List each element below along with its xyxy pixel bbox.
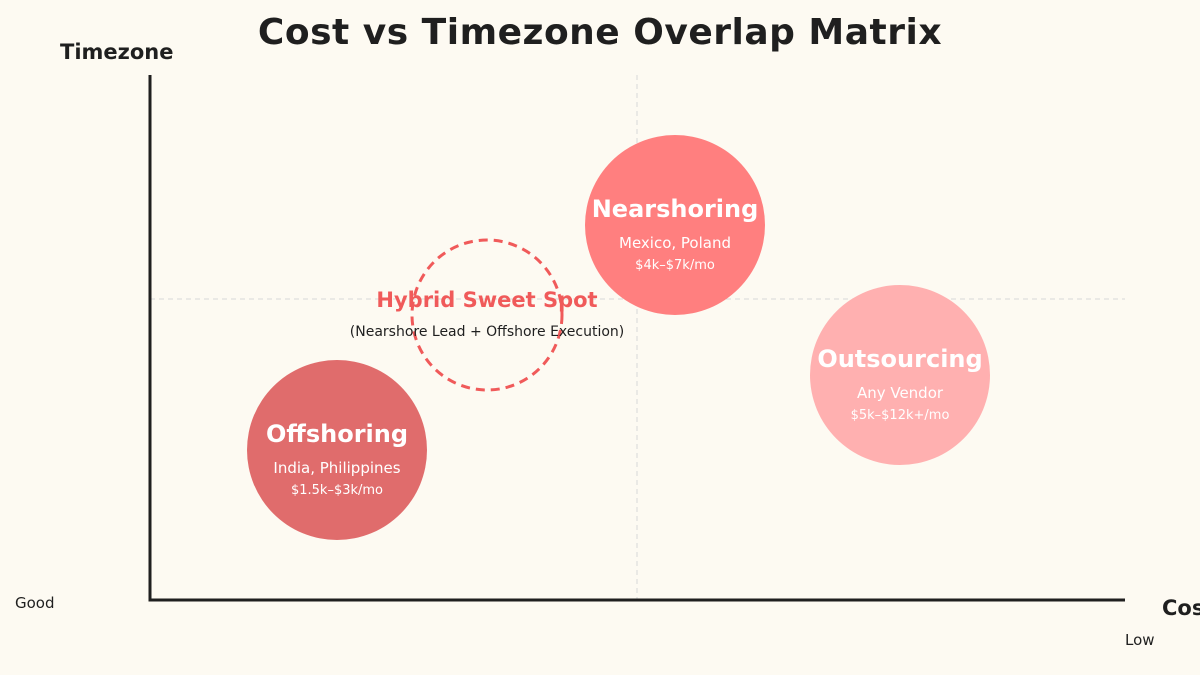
x-axis-label: Cost <box>1162 596 1200 620</box>
outsourcing-examples: Any Vendor <box>856 384 944 402</box>
hybrid-description: (Nearshore Lead + Offshore Execution) <box>349 324 625 340</box>
nearshoring-examples: Mexico, Poland <box>619 234 731 252</box>
y-axis-end-label: Good <box>15 594 55 612</box>
nearshoring-cost: $4k–$7k/mo <box>635 258 715 273</box>
hybrid-title: Hybrid Sweet Spot <box>376 288 598 312</box>
chart-title: Cost vs Timezone Overlap Matrix <box>257 12 943 53</box>
outsourcing-title: Outsourcing <box>817 345 983 373</box>
offshoring-bubble <box>247 360 427 540</box>
offshoring-examples: India, Philippines <box>273 459 401 477</box>
nearshoring-bubble <box>585 135 765 315</box>
outsourcing-bubble <box>810 285 990 465</box>
y-axis-label: Timezone <box>60 40 174 64</box>
x-axis-end-label: Low <box>1125 631 1155 649</box>
offshoring-cost: $1.5k–$3k/mo <box>290 483 384 498</box>
hybrid-sweet-spot-circle <box>410 238 564 392</box>
nearshoring-title: Nearshoring <box>591 195 759 223</box>
outsourcing-cost: $5k–$12k+/mo <box>850 408 950 423</box>
offshoring-title: Offshoring <box>265 420 409 448</box>
